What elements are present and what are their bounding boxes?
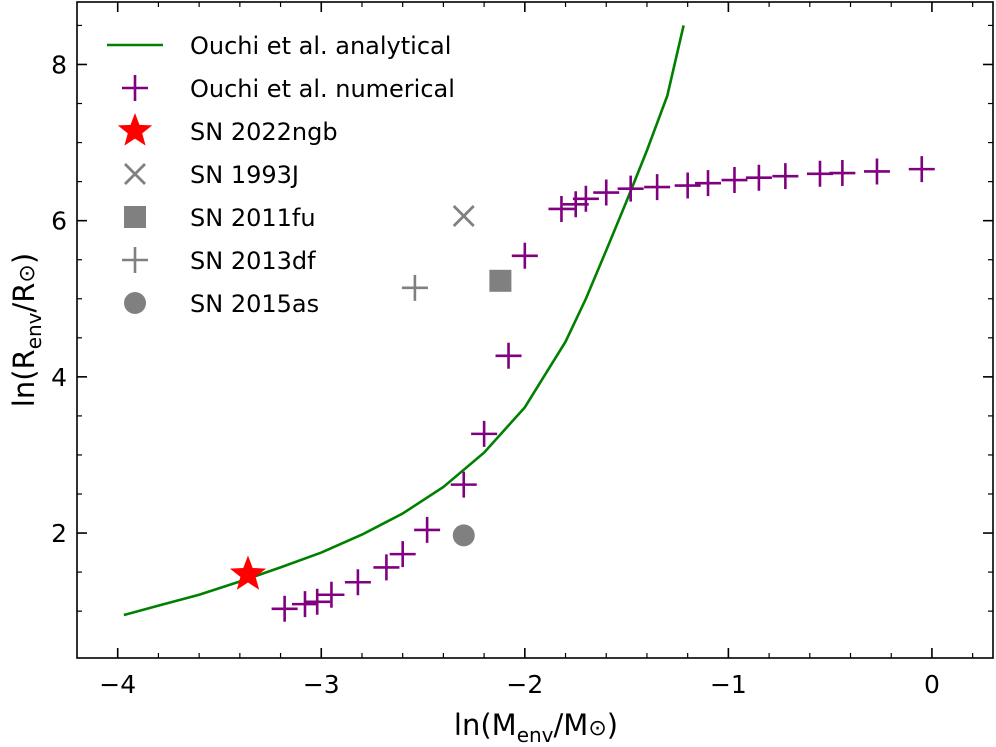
legend: Ouchi et al. analytical Ouchi et al. nume… [107, 32, 455, 318]
legend-label: SN 1993J [190, 161, 299, 189]
legend-item: SN 1993J [124, 161, 299, 189]
series-sn-2013df [401, 274, 428, 301]
legend-item: SN 2022ngb [117, 112, 338, 146]
legend-marker [124, 206, 146, 228]
data-point [304, 588, 331, 615]
legend-label: SN 2013df [190, 247, 316, 275]
data-point [344, 569, 371, 596]
data-point [373, 554, 400, 581]
data-point [562, 191, 589, 218]
x-tick-label: −4 [99, 670, 136, 699]
data-point [745, 164, 772, 191]
series-ouchi-et-al-numerical [271, 156, 935, 622]
data-point [229, 555, 267, 590]
y-tick-label: 8 [51, 50, 67, 79]
data-point [548, 195, 575, 222]
data-point [452, 524, 475, 547]
legend-item: SN 2015as [124, 290, 319, 318]
data-point [644, 174, 671, 201]
data-point [452, 204, 475, 227]
y-axis-title: ln(Renv/R⊙) [7, 253, 46, 407]
legend-label: Ouchi et al. analytical [190, 32, 451, 60]
data-point [829, 160, 856, 187]
data-point [291, 591, 318, 618]
legend-item: Ouchi et al. numerical [122, 75, 455, 103]
legend-label: SN 2011fu [190, 204, 316, 232]
series-sn-2022ngb [229, 555, 267, 590]
data-point [401, 274, 428, 301]
data-point [572, 185, 599, 212]
data-point [806, 160, 833, 187]
legend-marker [124, 163, 146, 185]
data-point [721, 167, 748, 194]
x-tick-label: −1 [710, 670, 747, 699]
data-point [271, 595, 298, 622]
data-point [389, 541, 416, 568]
legend-item: SN 2011fu [124, 204, 316, 232]
data-point [617, 175, 644, 202]
legend-item: Ouchi et al. analytical [107, 32, 451, 60]
series-layer [123, 25, 935, 622]
series-sn-2015as [452, 524, 475, 547]
legend-marker [122, 75, 148, 101]
data-point [908, 156, 935, 183]
data-point [414, 516, 441, 543]
legend-marker [124, 292, 146, 314]
x-tick-label: 0 [924, 670, 940, 699]
series-sn-1993j [452, 204, 475, 227]
x-tick-label: −2 [506, 670, 543, 699]
legend-marker [117, 112, 153, 146]
legend-label: Ouchi et al. numerical [190, 75, 455, 103]
data-point [511, 242, 538, 269]
axis-ticks: −4 −3 −2 −1 0 2 4 6 8 [51, 2, 993, 699]
data-point [495, 342, 522, 369]
data-point [318, 581, 345, 608]
data-point [772, 163, 799, 190]
data-point [593, 179, 620, 206]
x-axis-title: ln(Menv/M⊙) [454, 708, 618, 747]
legend-marker [122, 247, 148, 273]
legend-label: SN 2022ngb [190, 118, 338, 146]
y-tick-label: 2 [51, 519, 67, 548]
data-point [695, 170, 722, 197]
data-point [471, 420, 498, 447]
legend-item: SN 2013df [122, 247, 316, 275]
data-point [674, 172, 701, 199]
x-tick-label: −3 [303, 670, 340, 699]
legend-label: SN 2015as [190, 290, 319, 318]
plot-area [76, 1, 994, 659]
y-tick-label: 6 [51, 207, 67, 236]
data-point [489, 269, 512, 292]
data-point [450, 471, 477, 498]
series-sn-2011fu [489, 269, 512, 292]
data-point [863, 158, 890, 185]
y-tick-label: 4 [51, 363, 67, 392]
